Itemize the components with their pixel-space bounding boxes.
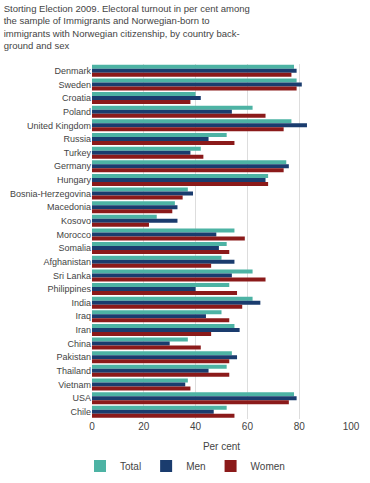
svg-text:Vietnam: Vietnam xyxy=(58,380,91,390)
svg-text:Philippines: Philippines xyxy=(47,284,91,294)
svg-text:Somalia: Somalia xyxy=(58,243,91,253)
svg-text:Hungary: Hungary xyxy=(57,175,92,185)
svg-text:Iran: Iran xyxy=(75,325,91,335)
svg-text:20: 20 xyxy=(138,421,150,432)
svg-text:0: 0 xyxy=(89,421,95,432)
svg-text:India: India xyxy=(71,298,91,308)
svg-text:Total: Total xyxy=(120,461,141,472)
svg-text:Storting Election 2009. Electo: Storting Election 2009. Electoral turnou… xyxy=(4,3,250,51)
svg-text:Germany: Germany xyxy=(54,161,92,171)
svg-text:80: 80 xyxy=(294,421,306,432)
svg-text:Men: Men xyxy=(186,461,205,472)
svg-text:Thailand: Thailand xyxy=(56,366,91,376)
svg-text:Denmark: Denmark xyxy=(54,66,91,76)
svg-text:Macedonia: Macedonia xyxy=(47,202,91,212)
svg-text:Chile: Chile xyxy=(70,407,91,417)
svg-text:USA: USA xyxy=(72,393,91,403)
svg-text:Russia: Russia xyxy=(63,134,91,144)
svg-text:Women: Women xyxy=(251,461,285,472)
svg-text:Kosovo: Kosovo xyxy=(61,216,91,226)
svg-text:Per cent: Per cent xyxy=(203,441,240,452)
svg-text:100: 100 xyxy=(343,421,360,432)
svg-text:Sweden: Sweden xyxy=(58,80,91,90)
svg-text:Poland: Poland xyxy=(63,107,91,117)
svg-text:Croatia: Croatia xyxy=(62,93,91,103)
svg-text:Pakistan: Pakistan xyxy=(56,352,91,362)
svg-text:60: 60 xyxy=(242,421,254,432)
svg-text:Afghanistan: Afghanistan xyxy=(43,257,91,267)
svg-text:Sri Lanka: Sri Lanka xyxy=(53,271,91,281)
svg-text:Morocco: Morocco xyxy=(56,230,91,240)
svg-text:40: 40 xyxy=(190,421,202,432)
svg-text:Bosnia-Herzegovina: Bosnia-Herzegovina xyxy=(10,189,91,199)
svg-text:Iraq: Iraq xyxy=(75,311,91,321)
svg-text:Turkey: Turkey xyxy=(64,148,92,158)
svg-text:United Kingdom: United Kingdom xyxy=(27,121,91,131)
svg-text:China: China xyxy=(67,339,91,349)
